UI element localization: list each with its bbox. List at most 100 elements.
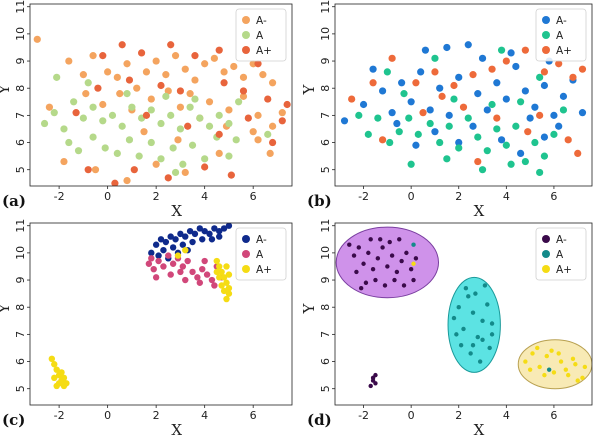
point-aminus-5 [398,79,406,87]
point-aminus-3 [89,52,97,60]
point-aminus-39 [152,160,160,168]
point-aplus-11 [220,79,228,87]
point-aminus-32 [239,92,248,100]
point-a-7 [426,119,434,128]
point-a-39 [162,92,170,100]
legend-entry: A+ [556,264,572,276]
x-tick-label: 4 [201,409,208,422]
y-tick-label: 5 [14,385,27,392]
point-aplus-9 [521,46,529,54]
point-a-10 [468,351,473,356]
point-aplus-9 [157,81,165,90]
legend-entry: A- [256,15,267,27]
y-tick-label: 10 [14,27,27,41]
point-aplus-5 [558,359,564,364]
point-a-3 [160,263,167,270]
point-aplus-26 [227,171,235,179]
point-aminus-1 [351,253,357,258]
point-a-15 [186,103,194,111]
legend-marker [242,265,250,273]
point-aminus-18 [521,87,529,95]
point-aplus-1 [51,361,58,368]
point-a-26 [400,90,408,98]
point-aminus-1 [65,57,73,65]
point-aminus-36 [412,141,420,149]
point-aminus-2 [79,71,87,79]
point-aplus-13 [264,95,272,103]
y-tick-label: 11 [319,0,332,14]
point-aminus-20 [540,81,549,90]
point-aminus-24 [397,237,402,242]
point-a-22 [177,268,184,276]
point-a-12 [203,271,211,278]
point-aplus-1 [530,351,535,356]
point-a-22 [443,155,451,163]
point-aminus-16 [502,95,510,103]
point-aminus-24 [578,109,587,117]
point-aminus-40 [181,168,189,177]
point-aminus-22 [208,236,216,243]
plot-frame [29,222,293,406]
point-a-16 [152,274,160,281]
point-a-19 [489,321,495,326]
point-aplus-26 [174,252,182,259]
point-aminus-11 [399,258,404,264]
point-aminus-14 [413,256,419,261]
point-aminus-11 [455,73,463,81]
point-aplus-22 [111,179,119,186]
panel-label: (c) [2,411,25,429]
point-a-12 [487,345,492,351]
point-a-32 [201,155,209,163]
point-aminus-7 [417,68,425,76]
point-a-20 [65,138,73,147]
point-aminus-21 [411,277,416,283]
point-a-3 [70,98,78,106]
point-a-9 [128,103,136,111]
point-aplus-23 [213,268,220,276]
plot-frame [334,3,593,187]
point-a-27 [450,95,458,103]
point-aplus-18 [244,114,252,122]
point-aminus-5 [370,266,376,272]
point-aplus-25 [201,163,209,171]
point-aminus-7 [380,245,385,250]
point-a-1 [50,109,58,117]
point-aplus-22 [220,287,228,295]
y-tick-label: 8 [319,85,332,92]
point-a-7 [108,111,117,119]
point-a-0 [451,315,457,321]
point-a-11 [477,359,483,364]
point-aminus-23 [387,239,392,245]
point-aminus-13 [211,225,218,232]
point-aplus-24 [223,263,230,270]
point-aplus-21 [84,166,92,174]
point-aplus-8 [580,375,585,381]
point-aminus-33 [254,111,262,119]
point-aminus-39 [540,133,549,141]
point-aminus-10 [196,225,204,232]
point-aminus-37 [455,138,463,147]
point-a-28 [488,100,496,109]
point-a-1 [364,130,372,138]
point-a-11 [147,106,155,114]
point-a-14 [493,125,501,133]
point-aminus-6 [123,60,131,68]
point-aplus-0 [48,355,56,363]
point-aminus-29 [368,383,373,389]
point-aplus-15 [419,109,427,117]
point-aplus-12 [213,257,220,265]
point-aplus-16 [563,367,569,372]
point-aplus-18 [411,261,416,266]
point-aplus-5 [450,81,458,90]
point-aminus-16 [225,223,233,229]
x-tick-label: 0 [408,190,415,203]
x-tick-label: 2 [455,409,462,422]
point-aminus-15 [354,269,359,275]
y-tick-label: 9 [14,58,27,65]
point-aminus-35 [278,109,286,117]
point-a-2 [461,326,466,332]
point-aminus-23 [99,100,107,109]
x-tick-label: 6 [550,190,557,203]
point-a-26 [135,152,143,160]
legend-marker [242,250,250,258]
